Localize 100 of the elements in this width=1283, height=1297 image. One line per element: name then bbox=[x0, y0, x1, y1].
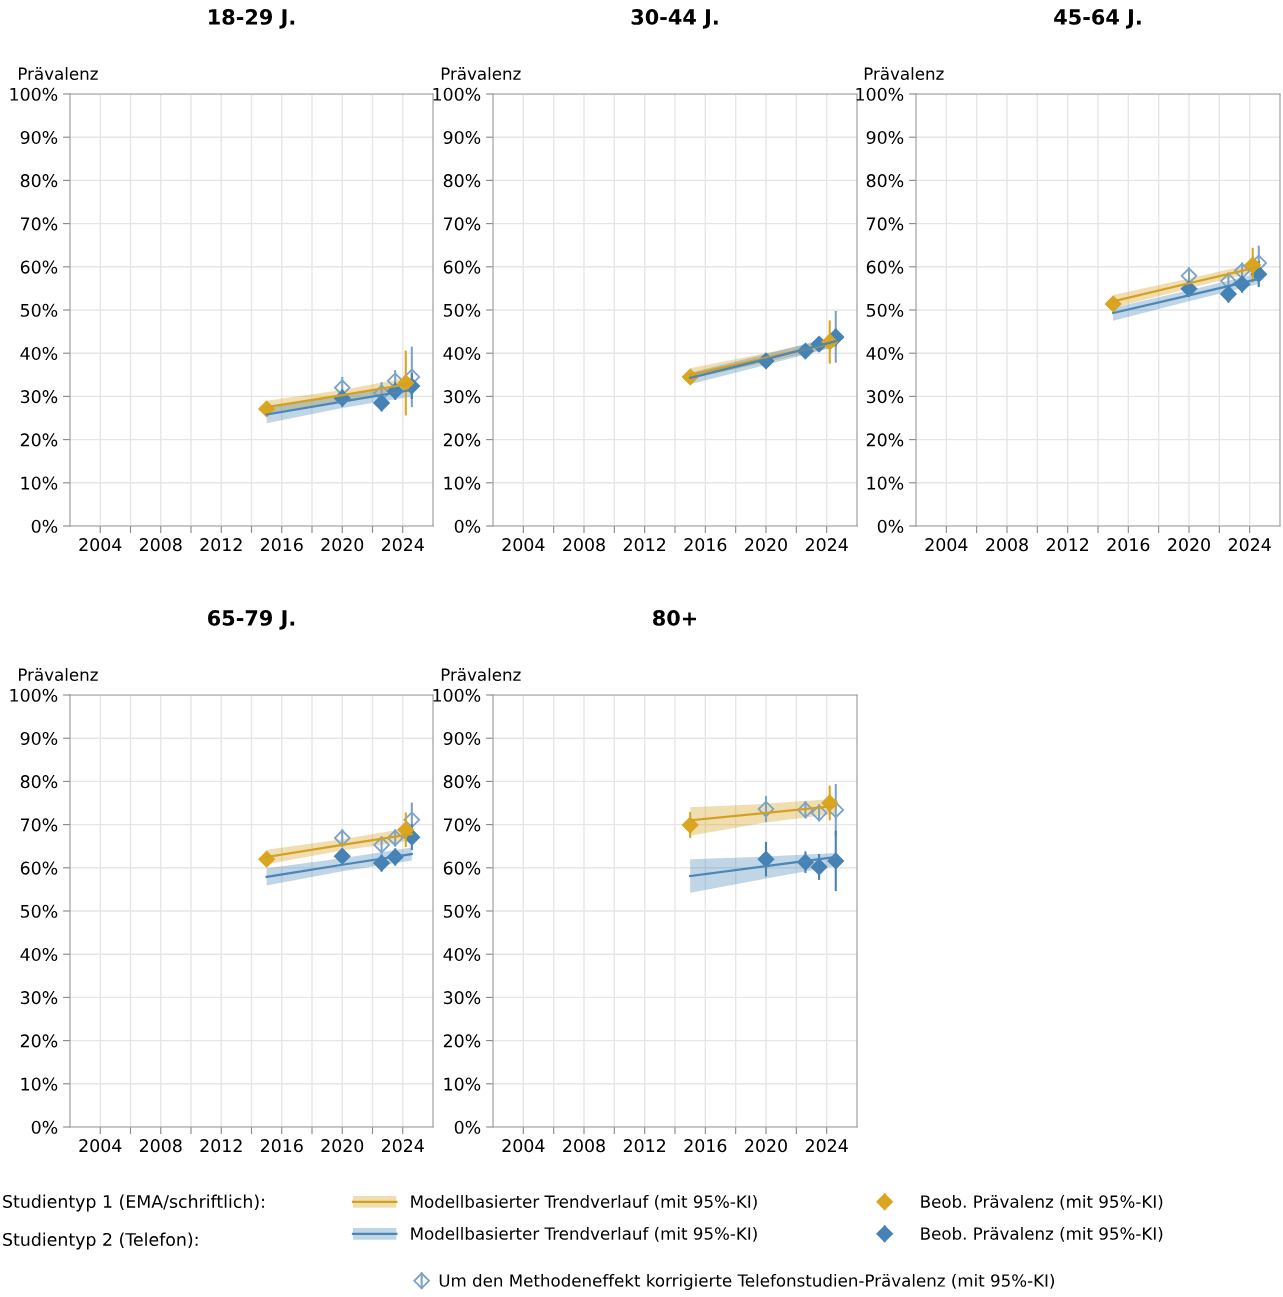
y-tick-label: 80% bbox=[866, 174, 904, 188]
y-tick-label: 90% bbox=[443, 731, 481, 746]
y-tick-label: 60% bbox=[20, 861, 58, 875]
x-tick-label: 2012 bbox=[1046, 538, 1089, 552]
y-tick-label: 10% bbox=[444, 1077, 481, 1091]
text: Studientyp 1 (EMA/schriftlich): bbox=[3, 1194, 264, 1212]
x-tick-label: 2004 bbox=[79, 1139, 122, 1153]
y-tick-label: 0% bbox=[877, 519, 904, 533]
y-tick-label: 70% bbox=[867, 217, 904, 231]
x-tick-label: 2008 bbox=[986, 538, 1028, 552]
legend-label: Beob. Prävalenz (mit 95%-KI) bbox=[921, 1195, 1163, 1210]
y-tick-label: 60% bbox=[443, 260, 481, 274]
y-tick-label: 80% bbox=[443, 775, 481, 789]
y-tick-label: 10% bbox=[867, 476, 904, 490]
x-tick-label: 2012 bbox=[200, 538, 242, 552]
x-tick-label: 2016 bbox=[684, 1139, 727, 1153]
y-tick-label: 20% bbox=[866, 433, 904, 447]
y-tick-label: 90% bbox=[20, 130, 58, 145]
x-tick-label: 2008 bbox=[563, 1139, 605, 1153]
chart-title: 45-64 J. bbox=[1054, 9, 1141, 29]
x-tick-label: 2020 bbox=[321, 1139, 364, 1153]
y-tick-label: 10% bbox=[21, 476, 58, 490]
y-tick-label: 0% bbox=[454, 519, 481, 533]
x-tick-label: 2024 bbox=[381, 1139, 424, 1153]
y-axis-title: Prävalenz bbox=[441, 668, 521, 681]
x-tick-label: 2008 bbox=[139, 1139, 182, 1153]
y-tick-label: 90% bbox=[443, 130, 481, 145]
x-tick-label: 2004 bbox=[502, 1139, 545, 1153]
y-tick-label: 60% bbox=[866, 260, 904, 274]
y-tick-label: 0% bbox=[454, 1120, 481, 1134]
y-tick-label: 100% bbox=[10, 688, 58, 702]
legend-label: Modellbasierter Trendverlauf (mit 95%-KI) bbox=[411, 1226, 757, 1242]
y-axis-title: Prävalenz bbox=[441, 67, 521, 80]
y-tick-label: 70% bbox=[444, 818, 481, 832]
x-tick-label: 2024 bbox=[1228, 538, 1271, 552]
chart-title: 80+ bbox=[653, 610, 697, 626]
x-tick-label: 2020 bbox=[321, 538, 364, 552]
y-tick-label: 0% bbox=[31, 1120, 58, 1134]
y-axis-title: Prävalenz bbox=[19, 67, 98, 80]
y-tick-label: 40% bbox=[20, 346, 58, 361]
y-tick-label: 100% bbox=[856, 87, 904, 101]
x-tick-label: 2020 bbox=[745, 538, 787, 552]
y-tick-label: 40% bbox=[443, 947, 481, 962]
y-tick-label: 20% bbox=[443, 1034, 481, 1048]
y-tick-label: 80% bbox=[20, 775, 58, 789]
y-tick-label: 70% bbox=[21, 217, 58, 231]
x-tick-label: 2008 bbox=[139, 538, 182, 552]
y-tick-label: 40% bbox=[866, 346, 904, 361]
y-tick-label: 30% bbox=[443, 390, 481, 404]
y-tick-label: 100% bbox=[433, 688, 481, 702]
y-tick-label: 10% bbox=[444, 476, 481, 490]
y-tick-label: 50% bbox=[20, 904, 58, 918]
y-tick-label: 90% bbox=[20, 731, 58, 746]
x-tick-label: 2016 bbox=[260, 1139, 303, 1153]
y-tick-label: 20% bbox=[20, 433, 58, 447]
y-tick-label: 50% bbox=[443, 904, 481, 918]
x-tick-label: 2004 bbox=[79, 538, 122, 552]
y-tick-label: 20% bbox=[20, 1034, 58, 1048]
x-tick-label: 2004 bbox=[925, 538, 968, 552]
x-tick-label: 2012 bbox=[200, 1139, 242, 1153]
y-axis-title: Prävalenz bbox=[19, 668, 98, 681]
x-tick-label: 2012 bbox=[623, 538, 666, 552]
y-tick-label: 80% bbox=[443, 174, 481, 188]
x-tick-label: 2024 bbox=[805, 1139, 848, 1153]
x-tick-label: 2024 bbox=[805, 538, 848, 552]
y-tick-label: 30% bbox=[866, 390, 904, 404]
y-tick-label: 10% bbox=[21, 1077, 58, 1091]
x-tick-label: 2016 bbox=[1107, 538, 1150, 552]
y-tick-label: 80% bbox=[20, 174, 58, 188]
y-tick-label: 40% bbox=[20, 947, 58, 962]
y-tick-label: 90% bbox=[866, 130, 904, 145]
y-axis-title: Prävalenz bbox=[864, 67, 944, 80]
y-tick-label: 70% bbox=[444, 217, 481, 231]
y-tick-label: 0% bbox=[31, 519, 58, 533]
text: Studientyp 2 (Telefon): bbox=[3, 1232, 198, 1250]
y-tick-label: 30% bbox=[20, 390, 58, 404]
chart-title: 30-44 J. bbox=[631, 9, 718, 29]
x-tick-label: 2016 bbox=[684, 538, 727, 552]
y-tick-label: 30% bbox=[443, 991, 481, 1005]
x-tick-label: 2008 bbox=[563, 538, 605, 552]
y-tick-label: 20% bbox=[443, 433, 481, 447]
x-tick-label: 2024 bbox=[381, 538, 424, 552]
x-tick-label: 2016 bbox=[260, 538, 303, 552]
legend-label: Um den Methodeneffekt korrigierte Telefonstudien-Prävalenz (mit 95%-KI) bbox=[439, 1273, 1055, 1291]
y-tick-label: 60% bbox=[20, 260, 58, 274]
chart-title: 18-29 J. bbox=[209, 9, 295, 29]
y-tick-label: 50% bbox=[443, 303, 481, 317]
x-tick-label: 2012 bbox=[623, 1139, 666, 1153]
y-tick-label: 100% bbox=[10, 87, 58, 101]
x-tick-label: 2020 bbox=[745, 1139, 787, 1153]
x-tick-label: 2020 bbox=[1168, 538, 1210, 552]
legend-label: Modellbasierter Trendverlauf (mit 95%-KI) bbox=[411, 1195, 757, 1210]
y-tick-label: 70% bbox=[21, 818, 58, 832]
y-tick-label: 60% bbox=[443, 861, 481, 875]
y-tick-label: 50% bbox=[866, 303, 904, 317]
y-tick-label: 40% bbox=[443, 346, 481, 361]
chart-title: 65-79 J. bbox=[208, 610, 295, 630]
legend-label: Beob. Prävalenz (mit 95%-KI) bbox=[921, 1226, 1163, 1242]
y-tick-label: 100% bbox=[433, 87, 481, 101]
y-tick-label: 50% bbox=[20, 303, 58, 317]
